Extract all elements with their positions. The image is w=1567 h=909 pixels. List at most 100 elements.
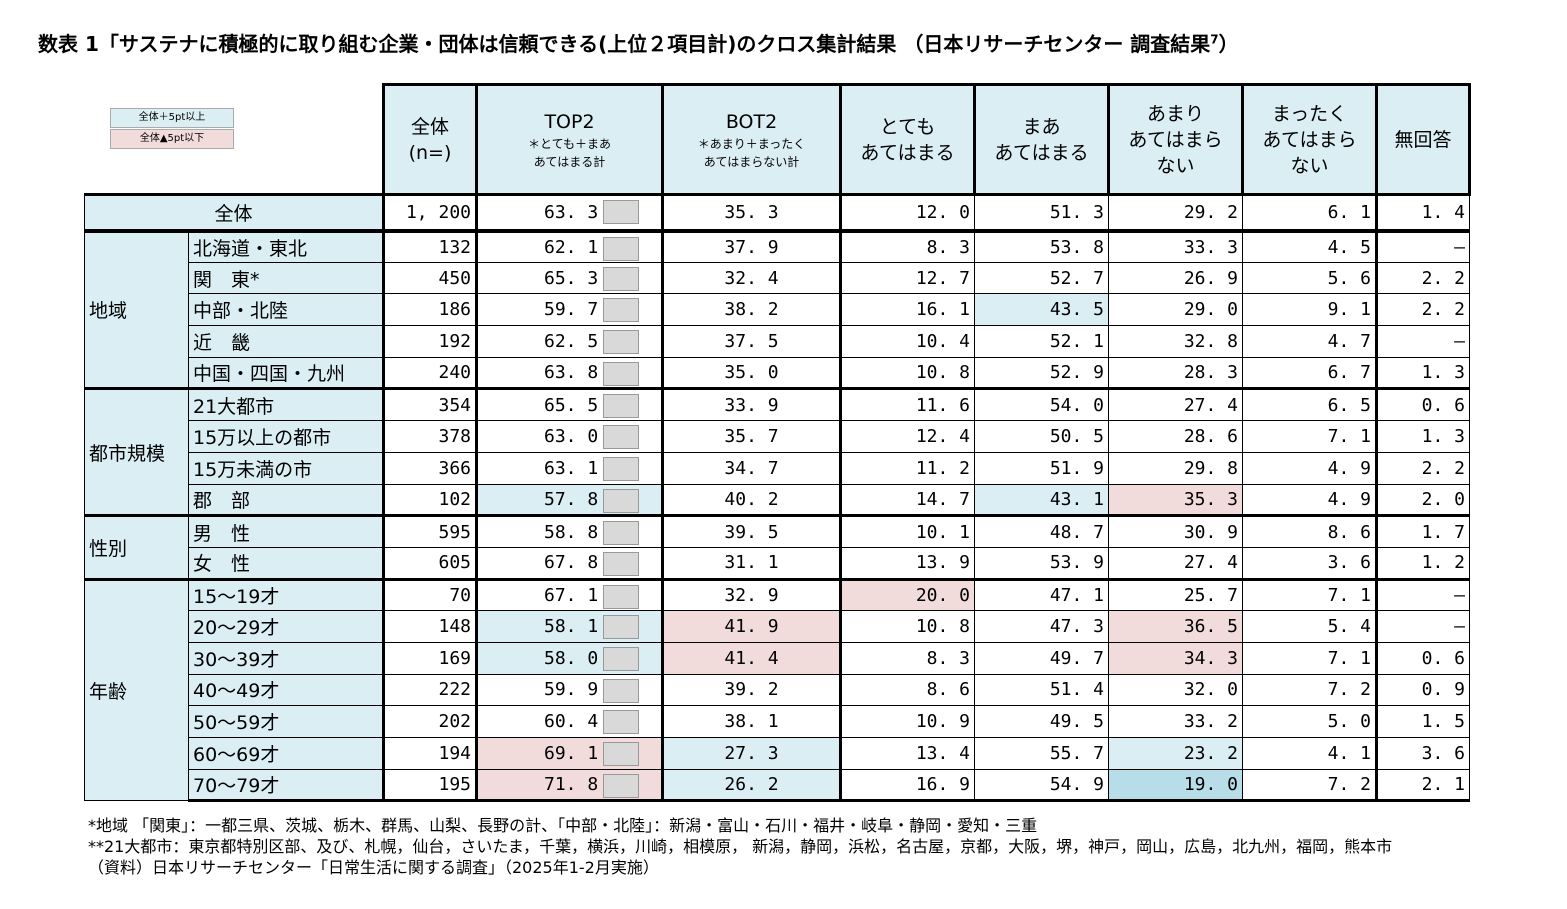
cell: 354: [382, 387, 477, 422]
cell: 4. 1: [1242, 737, 1377, 770]
cell-value: 35. 0: [724, 362, 779, 384]
header-text: まったく あてはまら ない: [1262, 102, 1357, 177]
cell: 63. 8: [475, 356, 663, 390]
row: 20～29才 148 58. 1 41. 9 10. 8 47. 3 36. 5 5. 4 –: [85, 610, 1470, 643]
cell: 47. 1: [974, 577, 1109, 612]
cell-value: 59. 7: [544, 299, 599, 321]
note: **21大都市：東京都特別区部、及び、札幌，仙台，さいたま，千葉，横浜，川崎，相…: [88, 837, 1393, 856]
row: 中部・北陸 186 59. 7 38. 2 16. 1 43. 5 29. 0 9. 1 2. …: [85, 293, 1470, 327]
cell: 28. 6: [1108, 420, 1243, 453]
bar-box: [603, 678, 639, 703]
cell-value: –: [1454, 584, 1465, 606]
cell: 1, 200: [382, 194, 477, 233]
cell-value: 0. 9: [1421, 679, 1465, 701]
group-label: 都市規模: [84, 387, 189, 517]
cell-value: 0. 6: [1421, 394, 1465, 416]
cell-value: 36. 5: [1183, 616, 1238, 638]
header-cell: TOP2 ＊とても＋まあ あてはまる計: [475, 83, 664, 196]
cell: 35. 0: [661, 356, 841, 390]
cell-value: 3. 6: [1421, 742, 1465, 764]
cell-value: 0. 6: [1421, 647, 1465, 669]
cell: 7. 1: [1242, 641, 1377, 675]
cell: 10. 8: [839, 610, 975, 643]
cell-value: 41. 4: [724, 647, 779, 669]
cell: 27. 3: [661, 737, 841, 770]
cell: 63. 0: [475, 420, 663, 453]
row-label: 40～49才: [188, 673, 384, 707]
cell: 63. 1: [475, 451, 663, 485]
row-label: 15万未満の市: [188, 451, 384, 485]
cell-value: 13. 4: [915, 742, 970, 764]
cell: 2. 1: [1375, 768, 1470, 803]
cell-value: 37. 9: [724, 236, 779, 258]
cell: 1. 7: [1375, 514, 1470, 548]
header-cell: BOT2 ＊あまり＋まったく あてはまらない計: [661, 83, 842, 196]
cell-value: 39. 2: [724, 679, 779, 701]
row: 年齢 15～19才 70 67. 1 32. 9 20. 0 47. 1 25. 7 7. 1 –: [84, 577, 1470, 802]
cell: 30. 9: [1108, 514, 1243, 548]
bar-box: [603, 394, 639, 419]
header-text: とても あてはまる: [860, 115, 955, 164]
cell-value: 55. 7: [1049, 742, 1104, 764]
cell-value: 595: [438, 521, 471, 543]
cell: 5. 6: [1242, 261, 1377, 295]
cell-value: 54. 9: [1049, 774, 1104, 796]
cell-value: 57. 8: [544, 488, 599, 510]
cell-value: 194: [438, 742, 471, 764]
cell-value: 12. 7: [915, 267, 970, 289]
cell: 60. 4: [475, 705, 663, 738]
cell-value: 1. 7: [1421, 521, 1465, 543]
cell: 1. 3: [1375, 420, 1470, 453]
label: 全体: [84, 193, 384, 233]
cell-value: 33. 2: [1183, 711, 1238, 733]
cell: 35. 7: [661, 420, 841, 453]
blank: [85, 85, 384, 195]
cell-value: 202: [438, 711, 471, 733]
cell-value: 71. 8: [544, 774, 599, 796]
cell: 37. 5: [661, 325, 841, 358]
cell-value: –: [1454, 616, 1465, 638]
cell-value: 14. 7: [915, 488, 970, 510]
cell-value: 32. 8: [1183, 330, 1238, 352]
cell-value: 23. 2: [1183, 742, 1238, 764]
cell: 32. 9: [661, 577, 841, 612]
cell: 16. 1: [839, 293, 975, 327]
cell-value: 4. 7: [1327, 330, 1371, 352]
cell-value: 69. 1: [544, 742, 599, 764]
cell: 43. 1: [974, 483, 1109, 517]
cell-value: 43. 1: [1049, 488, 1104, 510]
cell-value: 59. 9: [544, 679, 599, 701]
cell-value: 37. 5: [724, 330, 779, 352]
cell-value: 47. 1: [1049, 584, 1104, 606]
cell: 10. 1: [839, 514, 975, 548]
cell: 69. 1: [475, 737, 663, 770]
cell-value: 33. 3: [1183, 236, 1238, 258]
cell-value: 2. 2: [1421, 457, 1465, 479]
cell-value: 63. 8: [544, 362, 599, 384]
cell: 71. 8: [475, 768, 663, 803]
cell-value: 10. 9: [915, 711, 970, 733]
cell: 12. 4: [839, 420, 975, 453]
cell: 41. 4: [661, 641, 841, 675]
cell: 0. 6: [1375, 641, 1470, 675]
cell-value: 40. 2: [724, 488, 779, 510]
header-cell: まあ あてはまる: [973, 83, 1110, 196]
legend: 全体＋5pt以上 全体▲5pt以下: [110, 108, 234, 150]
cell: 6. 7: [1242, 356, 1377, 390]
cell-value: 1. 3: [1421, 362, 1465, 384]
cell: 28. 3: [1108, 356, 1243, 390]
cell: 25. 7: [1108, 577, 1243, 612]
cell: 5. 0: [1242, 705, 1377, 738]
cell-value: 35. 7: [724, 425, 779, 447]
cell-value: 4. 1: [1327, 742, 1371, 764]
row: 性別男 性 595 58. 8 39. 5 10. 1 48. 7 30. 9 8. 6 1. …: [84, 514, 1470, 580]
cell: 3. 6: [1242, 546, 1377, 580]
cell: 54. 0: [974, 387, 1109, 422]
cell-value: 378: [438, 425, 471, 447]
cell: 132: [382, 229, 477, 263]
cell-value: 6. 7: [1327, 362, 1371, 384]
cell: 58. 0: [475, 641, 663, 675]
cell: 4. 5: [1242, 229, 1377, 263]
row: 女 性 605 67. 8 31. 1 13. 9 53. 9 27. 4 3. 6 1. 2: [85, 546, 1470, 580]
bar-box: [603, 646, 639, 671]
